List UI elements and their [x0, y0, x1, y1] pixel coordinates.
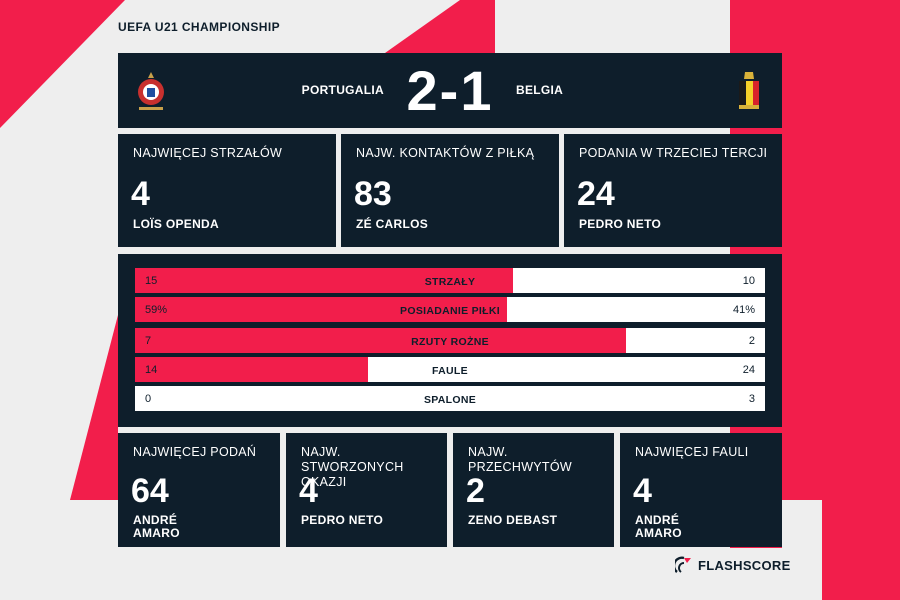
- white-panel-bottom: [100, 548, 822, 600]
- portugal-crest-icon: [138, 72, 164, 110]
- top-card-touches: NAJW. KONTAKTÓW Z PIŁKĄ 83 ZÉ CARLOS: [341, 134, 559, 247]
- card-player: ZENO DEBAST: [468, 513, 558, 527]
- home-value: 7: [145, 335, 152, 347]
- top-card-shots: NAJWIĘCEJ STRZAŁÓW 4 LOÏS OPENDA: [118, 134, 336, 247]
- card-label: PODANIA W TRZECIEJ TERCJI: [579, 146, 768, 160]
- card-label: NAJW. KONTAKTÓW Z PIŁKĄ: [356, 146, 535, 160]
- red-stripe-left: [70, 315, 118, 500]
- away-value: 3: [748, 393, 755, 405]
- score-panel: PORTUGALIA 2-1 BELGIA: [118, 53, 782, 128]
- card-value: 4: [633, 472, 652, 510]
- card-value: 4: [131, 175, 150, 213]
- away-value: 41%: [732, 304, 755, 316]
- red-stripe-top-left: [0, 0, 125, 128]
- card-value: 83: [354, 175, 392, 213]
- card-label: NAJWIĘCEJ FAULI: [635, 445, 749, 459]
- stat-row-fouls: 14 FAULE 24: [135, 357, 765, 382]
- bottom-card-passes: NAJWIĘCEJ PODAŃ 64 ANDRÉ AMARO: [118, 433, 280, 547]
- flashscore-logo: FLASHSCORE: [675, 556, 791, 574]
- away-value: 24: [742, 364, 755, 376]
- stat-name: FAULE: [432, 365, 468, 377]
- card-label: NAJW. PRZECHWYTÓW: [468, 445, 572, 474]
- stat-row-possession: 59% POSIADANIE PIŁKI 41%: [135, 297, 765, 322]
- home-value: 59%: [145, 304, 168, 316]
- stat-name: STRZAŁY: [424, 276, 476, 288]
- red-stripe-top: [385, 0, 495, 53]
- home-share-bar: [135, 268, 513, 293]
- card-value: 2: [466, 472, 485, 510]
- away-team-name: BELGIA: [516, 83, 564, 97]
- home-team-name: PORTUGALIA: [301, 83, 384, 97]
- card-value: 64: [131, 472, 169, 510]
- card-label: NAJWIĘCEJ STRZAŁÓW: [133, 146, 283, 160]
- card-player: PEDRO NETO: [301, 513, 384, 527]
- card-value: 4: [299, 472, 318, 510]
- home-share-bar: [135, 297, 507, 322]
- card-player: LOÏS OPENDA: [133, 217, 219, 231]
- card-label: NAJW. STWORZONYCH OKAZJI: [301, 445, 404, 489]
- card-player: ANDRÉ AMARO: [635, 513, 682, 540]
- bottom-card-fouls: NAJWIĘCEJ FAULI 4 ANDRÉ AMARO: [620, 433, 782, 547]
- away-value: 2: [748, 335, 755, 347]
- bottom-card-chances-created: NAJW. STWORZONYCH OKAZJI 4 PEDRO NETO: [286, 433, 447, 547]
- brand-name: FLASHSCORE: [698, 557, 791, 573]
- card-player: PEDRO NETO: [579, 217, 662, 231]
- stat-row-offsides: 0 SPALONE 3: [135, 386, 765, 411]
- bottom-card-interceptions: NAJW. PRZECHWYTÓW 2 ZENO DEBAST: [453, 433, 614, 547]
- home-value: 15: [145, 275, 158, 287]
- stats-panel: 15 STRZAŁY 10 59% POSIADANIE PIŁKI 41% 7…: [118, 254, 782, 427]
- stat-name: SPALONE: [423, 394, 477, 406]
- stat-name: RZUTY ROŻNE: [411, 336, 489, 348]
- home-share-bar: [135, 357, 369, 382]
- away-value: 10: [742, 275, 755, 287]
- top-card-final-third-passes: PODANIA W TRZECIEJ TERCJI 24 PEDRO NETO: [564, 134, 782, 247]
- stat-name: POSIADANIE PIŁKI: [400, 305, 500, 317]
- home-value: 14: [145, 364, 158, 376]
- card-value: 24: [577, 175, 615, 213]
- flashscore-logo-icon: [675, 556, 691, 573]
- competition-title: UEFA U21 CHAMPIONSHIP: [118, 20, 280, 34]
- stat-row-shots: 15 STRZAŁY 10: [135, 268, 765, 293]
- card-player: ZÉ CARLOS: [356, 217, 429, 231]
- stat-row-corners: 7 RZUTY ROŻNE 2: [135, 328, 765, 353]
- belgium-crest-icon: [739, 72, 759, 109]
- card-player: ANDRÉ AMARO: [133, 513, 180, 540]
- card-label: NAJWIĘCEJ PODAŃ: [133, 445, 257, 459]
- home-value: 0: [145, 393, 152, 405]
- home-share-bar: [135, 328, 627, 353]
- match-score: 2-1: [406, 59, 494, 122]
